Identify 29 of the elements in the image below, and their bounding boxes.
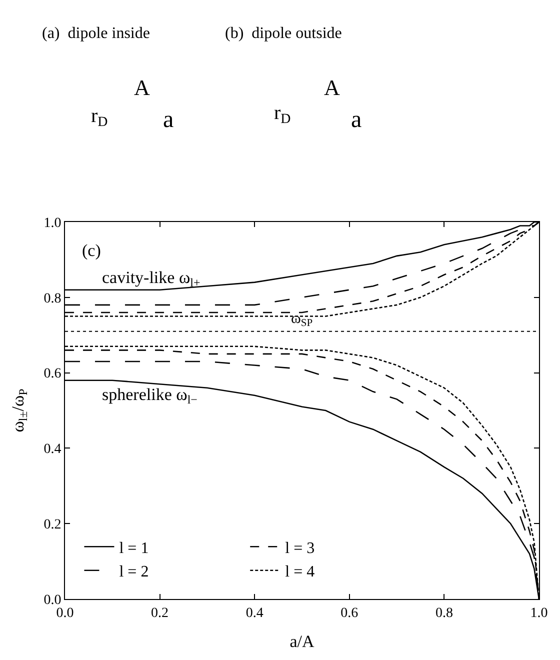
x-tick-label: 0.8	[435, 606, 453, 621]
x-tick-label: 1.0	[530, 606, 548, 621]
annotation: spherelike ω$_{l−}$	[102, 385, 198, 407]
x-tick-label: 0.6	[340, 606, 358, 621]
x-tick-label: 0.0	[56, 606, 74, 621]
ref-line-label: ω$_{SP}$	[291, 311, 313, 330]
annotation: cavity-like ω$_{l+}$	[102, 268, 200, 290]
legend-label: l = 1	[119, 540, 149, 557]
y-tick-label: 0.8	[44, 291, 62, 306]
x-axis-title: a/A	[290, 632, 315, 652]
y-tick-label: 0.2	[44, 518, 62, 532]
text: r$_{D}$	[91, 105, 108, 130]
y-tick-label: 0.4	[44, 442, 62, 458]
y-tick-label: 1.0	[44, 216, 62, 231]
text: A	[134, 75, 150, 100]
y-tick-label: 0.6	[44, 366, 62, 382]
legend-label: l = 4	[285, 564, 315, 581]
text: a	[351, 107, 362, 133]
legend-label: l = 3	[285, 540, 315, 557]
legend-label: l = 2	[119, 564, 149, 581]
text: r$_{D}$	[274, 102, 291, 128]
annotation: (c)	[82, 241, 101, 260]
text: (a) dipole inside	[42, 25, 150, 42]
y-tick-label: 0.0	[44, 592, 62, 608]
text: a	[163, 107, 174, 133]
x-tick-label: 0.4	[246, 606, 264, 621]
x-tick-label: 0.2	[151, 606, 169, 621]
text: (b) dipole outside	[225, 25, 342, 42]
text: A	[324, 75, 340, 100]
